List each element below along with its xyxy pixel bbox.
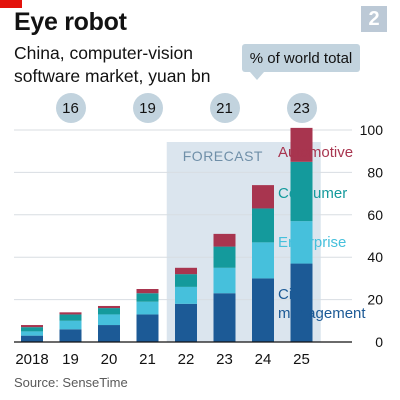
bar-segment [175,286,197,304]
series-label: Consumer [278,185,347,202]
bar-segment [213,246,236,268]
bar-segment [175,267,197,275]
bar-segment [136,301,159,315]
y-tick-label: 0 [375,334,383,350]
world-share-bubble: 21 [209,93,240,123]
x-tick-label: 2018 [15,351,48,368]
bar-segment [59,314,82,321]
world-share-pointer [250,72,264,80]
bar-segment [213,293,236,342]
bar-segment [98,325,120,342]
bar-segment [98,305,120,309]
y-tick-label: 20 [367,292,383,308]
bar-segment [213,233,236,247]
bar-segment [21,325,43,328]
series-label: City [278,286,304,303]
x-tick-label: 24 [255,351,272,368]
series-label: Automotive [278,144,353,161]
x-tick-label: 23 [216,351,233,368]
bar-segment [136,289,159,294]
bar-segment [290,127,313,162]
forecast-label: FORECAST [183,148,263,164]
chart-title: Eye robot [14,8,127,36]
bar-segment [290,161,313,222]
brand-tag [0,0,22,8]
world-share-bubble: 19 [132,93,163,123]
bar-segment [252,278,274,342]
bar-segment [213,267,236,294]
series-label: management [278,305,366,322]
y-tick-label: 40 [367,249,383,265]
y-tick-label: 60 [367,207,383,223]
world-share-label: % of world total [242,44,360,72]
y-tick-label: 100 [360,122,384,138]
x-tick-label: 22 [178,351,195,368]
bar-segment [59,312,82,315]
bar-segment [98,308,120,315]
y-tick-label: 80 [367,164,383,180]
bar-segment [21,331,43,336]
series-label: Enterprise [278,234,346,251]
x-tick-label: 25 [293,351,310,368]
bar-segment [252,185,274,209]
x-tick-label: 20 [101,351,118,368]
bar-segment [59,320,82,330]
x-tick-label: 19 [62,351,79,368]
x-tick-label: 21 [139,351,156,368]
bar-segment [21,335,43,342]
bar-segment [252,242,274,279]
bar-segment [175,274,197,287]
bar-segment [136,314,159,342]
bar-segment [136,293,159,302]
bar-segment [290,263,313,342]
chart-number-badge: 2 [361,6,387,32]
bar-segment [21,327,43,332]
bar-segment [290,221,313,264]
bar-segment [252,208,274,243]
bar-segment [175,303,197,342]
chart-subtitle: China, computer-vision software market, … [14,43,211,86]
bar-segment [59,329,82,342]
source-note: Source: SenseTime [14,375,128,390]
bar-segment [98,314,120,326]
world-share-bubble: 23 [286,93,317,123]
world-share-bubble: 16 [55,93,86,123]
